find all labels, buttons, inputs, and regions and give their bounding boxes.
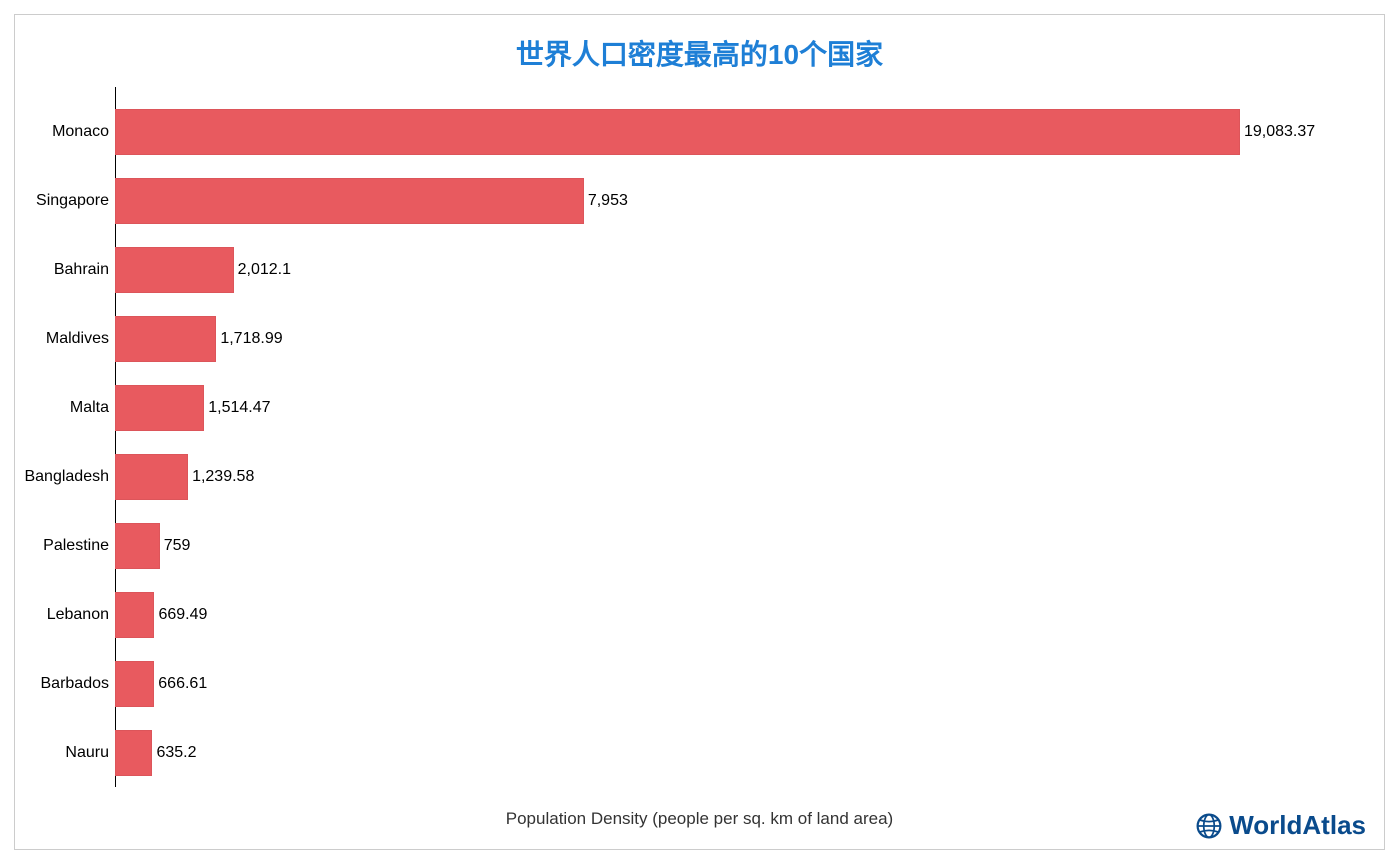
- bar-row: Maldives1,718.99: [115, 316, 1294, 362]
- bar-row: Malta1,514.47: [115, 385, 1294, 431]
- bar: [115, 661, 154, 707]
- bar: [115, 385, 204, 431]
- bar: [115, 316, 216, 362]
- bar-row: Singapore7,953: [115, 178, 1294, 224]
- bar-value-label: 635.2: [152, 744, 196, 762]
- branding-text: WorldAtlas: [1229, 810, 1366, 841]
- bar-value-label: 759: [160, 537, 191, 555]
- bar-category-label: Singapore: [36, 192, 115, 210]
- bar: [115, 109, 1240, 155]
- plot-area: Monaco19,083.37 Singapore7,953 Bahrain2,01…: [115, 97, 1294, 787]
- bar-row: Nauru635.2: [115, 730, 1294, 776]
- branding: WorldAtlas: [1195, 810, 1366, 841]
- bar-category-label: Palestine: [43, 537, 115, 555]
- bar-value-label: 1,718.99: [216, 330, 282, 348]
- bar-category-label: Barbados: [41, 675, 116, 693]
- bar-value-label: 2,012.1: [234, 261, 291, 279]
- bar: [115, 247, 234, 293]
- bar-category-label: Bangladesh: [24, 468, 115, 486]
- bar: [115, 454, 188, 500]
- bar-row: Lebanon669.49: [115, 592, 1294, 638]
- bar: [115, 523, 160, 569]
- bar-category-label: Maldives: [46, 330, 115, 348]
- bar-value-label: 666.61: [154, 675, 207, 693]
- bar-row: Barbados666.61: [115, 661, 1294, 707]
- bar-category-label: Nauru: [65, 744, 115, 762]
- bar: [115, 178, 584, 224]
- bar-row: Palestine759: [115, 523, 1294, 569]
- bar: [115, 730, 152, 776]
- bar-value-label: 669.49: [154, 606, 207, 624]
- chart-title: 世界人口密度最高的10个国家: [15, 15, 1384, 73]
- globe-icon: [1195, 812, 1223, 840]
- bar-category-label: Monaco: [52, 123, 115, 141]
- bar-value-label: 19,083.37: [1240, 123, 1315, 141]
- bar-value-label: 7,953: [584, 192, 628, 210]
- bars-wrap: Monaco19,083.37 Singapore7,953 Bahrain2,01…: [115, 97, 1294, 787]
- x-axis-title: Population Density (people per sq. km of…: [15, 809, 1384, 829]
- chart-container: 世界人口密度最高的10个国家 Monaco19,083.37Singapore7…: [14, 14, 1385, 850]
- bar-value-label: 1,514.47: [204, 399, 270, 417]
- bar-category-label: Lebanon: [47, 606, 115, 624]
- bar-row: Bangladesh1,239.58: [115, 454, 1294, 500]
- bar-row: Bahrain2,012.1: [115, 247, 1294, 293]
- bar-category-label: Malta: [70, 399, 115, 417]
- bar-category-label: Bahrain: [54, 261, 115, 279]
- bar-value-label: 1,239.58: [188, 468, 254, 486]
- bar: [115, 592, 154, 638]
- bar-row: Monaco19,083.37: [115, 109, 1294, 155]
